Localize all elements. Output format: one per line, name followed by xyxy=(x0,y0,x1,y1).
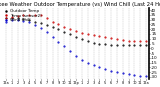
Legend: Outdoor Temp, Temp (sensor2), Wind Chill: Outdoor Temp, Temp (sensor2), Wind Chill xyxy=(4,9,42,23)
Title: Milwaukee Weather Outdoor Temperature (vs) Wind Chill (Last 24 Hours): Milwaukee Weather Outdoor Temperature (v… xyxy=(0,2,160,7)
